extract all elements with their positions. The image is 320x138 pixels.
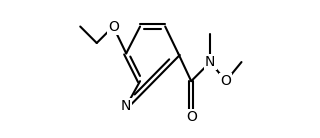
Text: O: O	[108, 19, 119, 34]
Text: N: N	[121, 99, 132, 113]
Text: N: N	[205, 55, 215, 69]
Text: O: O	[186, 110, 197, 124]
Text: O: O	[220, 74, 231, 88]
